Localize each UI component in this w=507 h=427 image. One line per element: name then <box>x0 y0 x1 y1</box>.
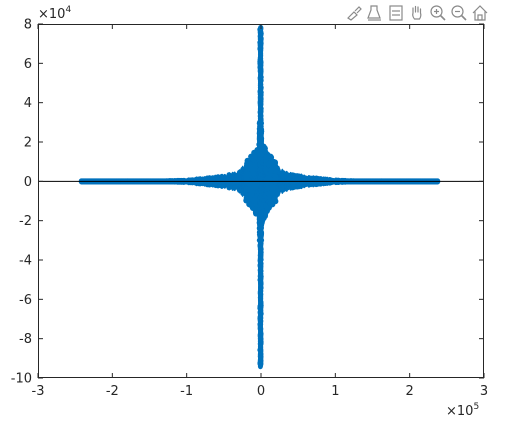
data-point <box>268 166 275 173</box>
data-point <box>252 161 259 168</box>
y-tick-label: -8 <box>19 332 32 347</box>
zoom-out-icon <box>451 5 467 21</box>
y-tick-label: -6 <box>19 293 32 308</box>
y-exponent-power: 4 <box>65 5 71 15</box>
x-axis-exponent: ×105 <box>446 402 479 419</box>
x-tick-label: 2 <box>406 384 414 399</box>
brush-button[interactable] <box>344 3 364 23</box>
x-tick-label: -3 <box>32 384 45 399</box>
data-point <box>246 201 253 208</box>
x-tick-label: -1 <box>180 384 193 399</box>
data-point <box>245 171 252 178</box>
data-point <box>246 195 253 202</box>
y-tick-label: 8 <box>24 18 32 33</box>
data-point <box>264 179 271 186</box>
y-axis-ticks: -10 -8 -6 -4 -2 0 2 4 6 8 <box>11 18 484 387</box>
x-exponent-power: 5 <box>473 402 479 412</box>
pan-button[interactable] <box>407 3 427 23</box>
y-tick-label: 2 <box>24 136 32 151</box>
y-tick-label: 6 <box>24 57 32 72</box>
data-point <box>264 185 271 192</box>
data-point <box>244 157 251 164</box>
y-exponent-base: ×10 <box>38 7 65 22</box>
data-point <box>252 197 259 204</box>
y-axis-exponent: ×104 <box>38 5 71 22</box>
x-axis-ticks: -3 -2 -1 0 1 2 3 <box>32 24 488 399</box>
data-point <box>267 200 274 207</box>
x-tick-label: -2 <box>106 384 119 399</box>
data-tips-icon <box>367 5 381 21</box>
x-tick-label: 1 <box>331 384 339 399</box>
zoom-out-button[interactable] <box>449 3 469 23</box>
zoom-in-button[interactable] <box>428 3 448 23</box>
zoom-in-icon <box>430 5 446 21</box>
home-icon <box>472 5 488 21</box>
y-tick-label: 0 <box>24 175 32 190</box>
data-tips-button[interactable] <box>365 3 385 23</box>
x-tick-label: 3 <box>480 384 488 399</box>
y-tick-label: -2 <box>19 214 32 229</box>
home-button[interactable] <box>470 3 490 23</box>
pan-icon <box>412 5 422 20</box>
axes-toolbar <box>344 3 490 23</box>
y-tick-label: 4 <box>24 96 32 111</box>
data-point <box>271 195 278 202</box>
rotate-icon <box>389 5 403 21</box>
x-exponent-base: ×10 <box>446 404 473 419</box>
y-tick-label: -10 <box>11 372 32 387</box>
y-tick-label: -4 <box>19 254 32 269</box>
brush-icon <box>347 6 362 21</box>
x-tick-label: 0 <box>257 384 265 399</box>
rotate-button[interactable] <box>386 3 406 23</box>
data-point <box>243 163 250 170</box>
data-point <box>266 161 273 168</box>
